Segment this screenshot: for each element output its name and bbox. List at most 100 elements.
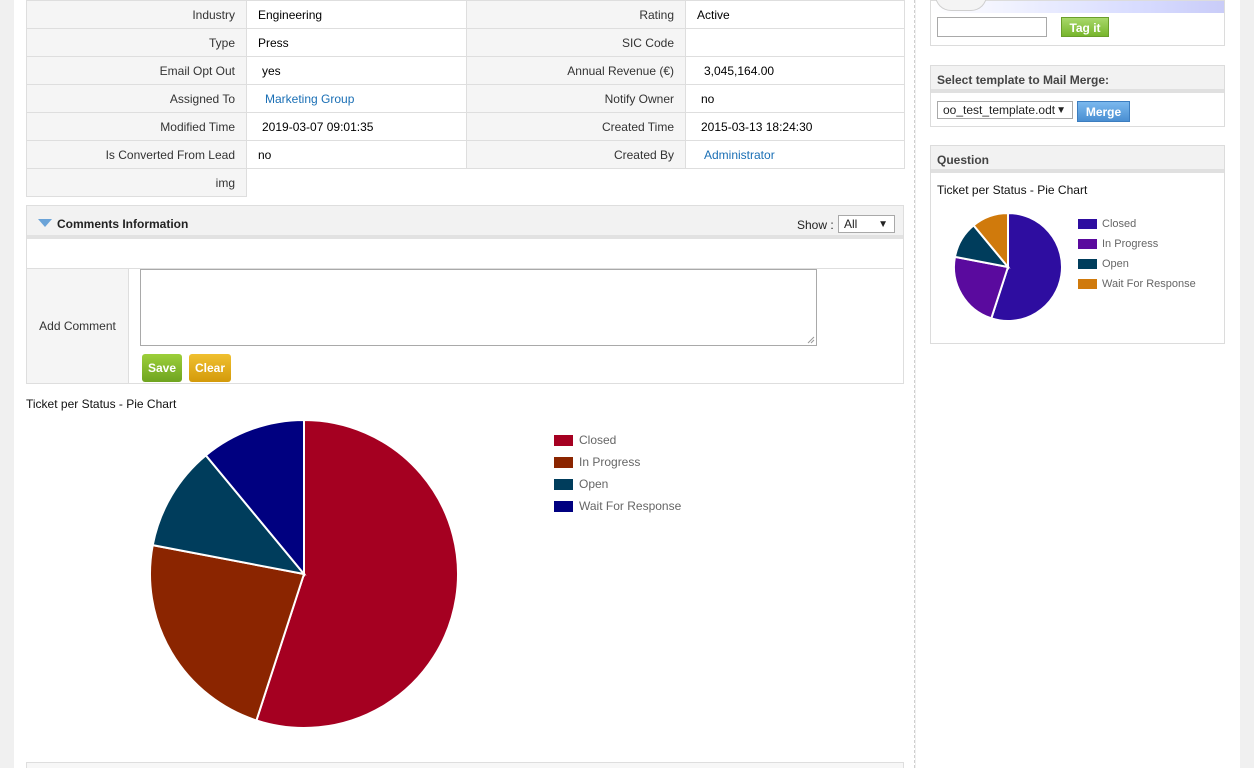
legend-swatch bbox=[1078, 239, 1097, 249]
field-label: Notify Owner bbox=[466, 84, 686, 113]
detail-row: Email Opt Out yes Annual Revenue (€) 3,0… bbox=[26, 56, 905, 85]
legend-item-in-progress: In Progress bbox=[1078, 238, 1158, 250]
add-comment-label: Add Comment bbox=[27, 269, 129, 383]
resize-handle-icon[interactable] bbox=[807, 336, 815, 344]
comment-textarea[interactable] bbox=[140, 269, 817, 346]
legend-swatch bbox=[1078, 219, 1097, 229]
question-widget: Question Ticket per Status - Pie Chart C… bbox=[930, 145, 1225, 344]
record-details-table: Industry Engineering Rating Active Type … bbox=[26, 0, 905, 197]
detail-row: img bbox=[26, 168, 905, 197]
page-margin-left bbox=[0, 0, 14, 768]
detail-row: Assigned To Marketing Group Notify Owner… bbox=[26, 84, 905, 113]
field-label: Is Converted From Lead bbox=[26, 140, 247, 169]
comments-title: Comments Information bbox=[57, 217, 189, 231]
add-comment-row: Add Comment Save Clear bbox=[27, 269, 903, 383]
mail-merge-title: Select template to Mail Merge: bbox=[931, 66, 1224, 93]
sidebar-panel bbox=[916, 0, 1240, 768]
save-button[interactable]: Save bbox=[142, 354, 182, 382]
pie-slice-wait-for-response bbox=[204, 420, 305, 577]
field-value[interactable] bbox=[685, 28, 905, 57]
field-value[interactable]: Marketing Group bbox=[246, 84, 467, 113]
comments-header[interactable]: Comments Information Show : All ▼ bbox=[27, 206, 903, 239]
field-label: Created By bbox=[466, 140, 686, 169]
legend-label: In Progress bbox=[1102, 238, 1159, 250]
small-chart-title: Ticket per Status - Pie Chart bbox=[937, 183, 1088, 197]
detail-row: Type Press SIC Code bbox=[26, 28, 905, 57]
merge-button[interactable]: Merge bbox=[1077, 101, 1130, 122]
field-label: Modified Time bbox=[26, 112, 247, 141]
pie-slice-open bbox=[151, 453, 307, 576]
created-by-link[interactable]: Administrator bbox=[704, 147, 775, 162]
tag-cloud-widget: Tag it bbox=[930, 0, 1225, 46]
legend-swatch bbox=[554, 456, 573, 468]
field-value[interactable]: no bbox=[685, 84, 905, 113]
legend-label: In Progress bbox=[579, 455, 641, 469]
pie-slice-in-progress bbox=[953, 255, 1010, 320]
page-margin-right bbox=[1240, 0, 1254, 768]
legend-swatch bbox=[1078, 279, 1097, 289]
legend-item-closed: Closed bbox=[554, 433, 616, 447]
next-section-header bbox=[26, 762, 904, 768]
template-select[interactable]: oo_test_template.odt ▼ bbox=[937, 101, 1073, 119]
collapse-triangle-icon[interactable] bbox=[38, 219, 52, 227]
detail-row: Industry Engineering Rating Active bbox=[26, 0, 905, 29]
detail-row: Is Converted From Lead no Created By Adm… bbox=[26, 140, 905, 169]
tag-cloud-banner bbox=[931, 1, 1224, 13]
legend-item-in-progress: In Progress bbox=[554, 455, 640, 469]
show-filter-label: Show : bbox=[797, 218, 834, 232]
field-value bbox=[246, 168, 905, 197]
field-value[interactable]: 2019-03-07 09:01:35 bbox=[246, 112, 467, 141]
tag-input[interactable] bbox=[937, 17, 1047, 37]
pie-slice-closed bbox=[255, 420, 459, 729]
legend-item-open: Open bbox=[1078, 258, 1129, 270]
mail-merge-widget: Select template to Mail Merge: oo_test_t… bbox=[930, 65, 1225, 127]
field-value[interactable]: Active bbox=[685, 0, 905, 29]
clear-button[interactable]: Clear bbox=[189, 354, 231, 382]
legend-item-wait-for-response: Wait For Response bbox=[554, 499, 681, 513]
legend-label: Open bbox=[1102, 258, 1129, 270]
detail-row: Modified Time 2019-03-07 09:01:35 Create… bbox=[26, 112, 905, 141]
field-label: Assigned To bbox=[26, 84, 247, 113]
legend-label: Closed bbox=[579, 433, 617, 447]
chart-title: Ticket per Status - Pie Chart bbox=[26, 397, 177, 411]
legend-swatch bbox=[554, 434, 573, 446]
ticket-status-pie-chart bbox=[149, 420, 459, 729]
legend-label: Closed bbox=[1102, 218, 1137, 230]
field-label: Industry bbox=[26, 0, 247, 29]
show-filter-select[interactable]: All ▼ bbox=[838, 215, 895, 233]
pie-slice-wait-for-response bbox=[972, 214, 1009, 270]
field-label: Created Time bbox=[466, 112, 686, 141]
field-value[interactable]: Administrator bbox=[685, 140, 905, 169]
legend-item-wait-for-response: Wait For Response bbox=[1078, 278, 1196, 290]
field-label: SIC Code bbox=[466, 28, 686, 57]
legend-label: Wait For Response bbox=[1102, 278, 1196, 290]
field-label: Rating bbox=[466, 0, 686, 29]
field-value[interactable]: yes bbox=[246, 56, 467, 85]
question-widget-title: Question bbox=[931, 146, 1224, 173]
legend-item-closed: Closed bbox=[1078, 218, 1136, 230]
field-label: Type bbox=[26, 28, 247, 57]
legend-swatch bbox=[1078, 259, 1097, 269]
field-value[interactable]: 3,045,164.00 bbox=[685, 56, 905, 85]
dropdown-arrow-icon: ▼ bbox=[1056, 105, 1066, 116]
tag-it-button[interactable]: Tag it bbox=[1061, 17, 1109, 37]
pie-slice-in-progress bbox=[149, 543, 306, 722]
assigned-to-link[interactable]: Marketing Group bbox=[265, 91, 355, 106]
comments-list bbox=[27, 239, 903, 269]
field-label: Annual Revenue (€) bbox=[466, 56, 686, 85]
small-ticket-status-pie-chart bbox=[953, 214, 1063, 322]
field-value[interactable]: Engineering bbox=[246, 0, 467, 29]
field-label: Email Opt Out bbox=[26, 56, 247, 85]
template-select-value: oo_test_template.odt bbox=[943, 103, 1056, 117]
show-filter-value: All bbox=[844, 217, 858, 231]
field-label: img bbox=[26, 168, 247, 197]
dropdown-arrow-icon: ▼ bbox=[878, 219, 888, 230]
legend-label: Open bbox=[579, 477, 609, 491]
legend-swatch bbox=[554, 500, 573, 512]
field-value[interactable]: Press bbox=[246, 28, 467, 57]
field-value[interactable]: no bbox=[246, 140, 467, 169]
comments-block: Comments Information Show : All ▼ Add Co… bbox=[26, 205, 904, 384]
legend-item-open: Open bbox=[554, 477, 608, 491]
field-value[interactable]: 2015-03-13 18:24:30 bbox=[685, 112, 905, 141]
legend-label: Wait For Response bbox=[579, 499, 682, 513]
